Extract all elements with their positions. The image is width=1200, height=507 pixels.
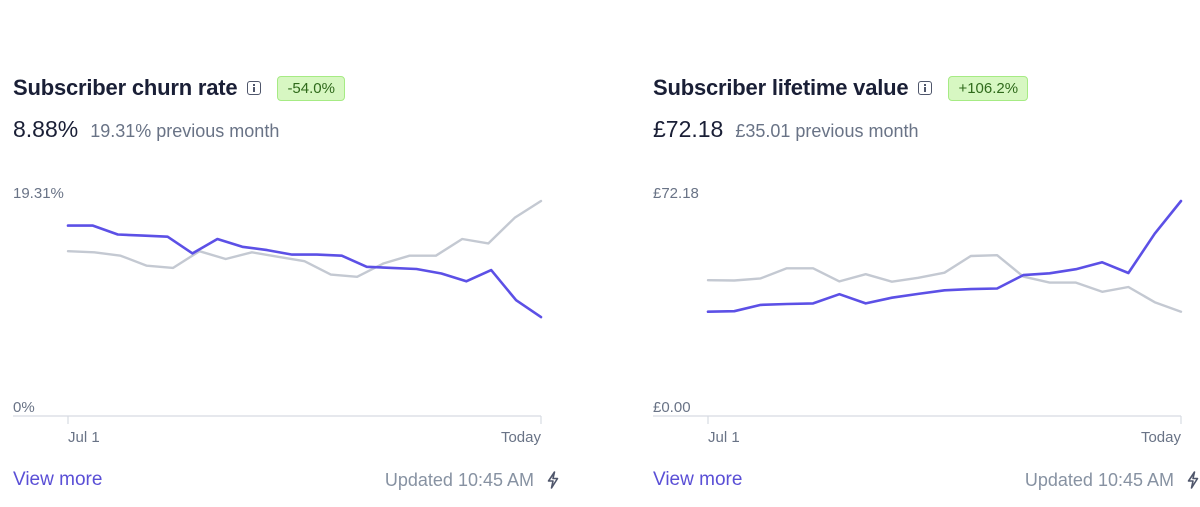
previous-period-value: 19.31% previous month — [90, 121, 280, 141]
change-badge: +106.2% — [948, 75, 1029, 101]
bolt-icon[interactable] — [1186, 471, 1200, 489]
card-header: Subscriber lifetime value +106.2% — [653, 73, 1029, 103]
info-icon[interactable] — [918, 81, 933, 95]
updated-text: Updated 10:45 AM — [384, 469, 534, 490]
info-icon[interactable] — [247, 81, 262, 95]
card-title: Subscriber churn rate — [13, 75, 238, 100]
card-title: Subscriber lifetime value — [653, 75, 909, 100]
previous-period-value: £35.01 previous month — [735, 121, 919, 141]
x-tick-label-end: Today — [501, 429, 542, 446]
lifetime-value-chart: £72.18 £0.00 Jul 1 Today — [653, 185, 1183, 446]
view-more-link[interactable]: View more — [13, 469, 103, 490]
updated-text: Updated 10:45 AM — [1024, 469, 1174, 490]
metric-summary: £72.18 £35.01 previous month — [653, 116, 918, 143]
previous-series-line — [66, 199, 543, 279]
y-tick-label-min: 0% — [13, 399, 35, 416]
metric-value: 8.88% — [13, 116, 79, 142]
x-tick-label-end: Today — [1141, 429, 1182, 446]
view-more-link[interactable]: View more — [653, 469, 743, 490]
card-footer: View more Updated 10:45 AM — [653, 466, 1200, 494]
bolt-icon[interactable] — [546, 471, 560, 489]
current-series-line — [706, 199, 1183, 313]
churn-rate-chart: 19.31% 0% Jul 1 Today — [13, 185, 543, 446]
y-tick-label-max: £72.18 — [653, 185, 699, 202]
metric-value: £72.18 — [653, 116, 724, 142]
updated-status: Updated 10:45 AM — [1025, 470, 1200, 491]
lifetime-value-card: Subscriber lifetime value +106.2% £72.18… — [640, 0, 1200, 507]
card-footer: View more Updated 10:45 AM — [13, 466, 560, 494]
current-series-line — [66, 224, 543, 319]
x-tick-label-start: Jul 1 — [708, 429, 740, 446]
x-tick-label-start: Jul 1 — [68, 429, 100, 446]
y-tick-label-min: £0.00 — [653, 399, 691, 416]
previous-series-line — [706, 253, 1183, 313]
card-header: Subscriber churn rate -54.0% — [13, 73, 345, 103]
change-badge: -54.0% — [277, 75, 345, 101]
metric-summary: 8.88% 19.31% previous month — [13, 116, 279, 143]
y-tick-label-max: 19.31% — [13, 185, 64, 202]
churn-rate-card: Subscriber churn rate -54.0% 8.88% 19.31… — [0, 0, 560, 507]
updated-status: Updated 10:45 AM — [385, 470, 560, 491]
